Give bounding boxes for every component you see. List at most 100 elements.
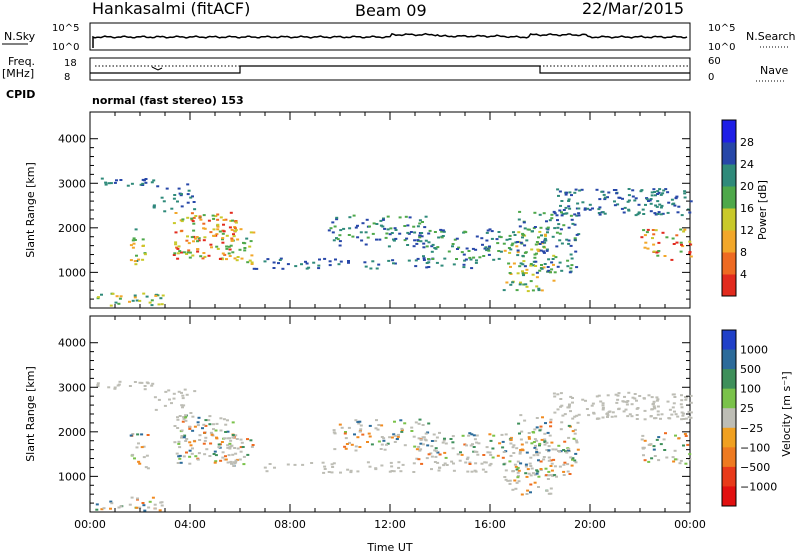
- echo-cell: [181, 397, 185, 400]
- echo-cell: [397, 461, 401, 464]
- echo-cell: [558, 209, 562, 212]
- echo-cell: [574, 461, 578, 464]
- echo-cell: [508, 238, 512, 241]
- colorbar-segment: [722, 164, 736, 187]
- echo-cell: [368, 424, 372, 427]
- echo-cell: [523, 265, 527, 268]
- echo-cell: [192, 201, 196, 203]
- echo-cell: [158, 509, 162, 512]
- echo-cell: [660, 413, 664, 416]
- echo-cell: [535, 439, 539, 442]
- echo-cell: [202, 214, 206, 217]
- colorbar-segment: [722, 274, 736, 297]
- echo-cell: [365, 218, 369, 221]
- echo-cell: [159, 297, 163, 300]
- echo-cell: [228, 255, 232, 257]
- echo-cell: [518, 432, 521, 435]
- echo-cell: [422, 246, 426, 249]
- freq-series-line: [90, 65, 690, 74]
- echo-cell: [574, 452, 578, 455]
- echo-cell: [107, 386, 111, 389]
- echo-cell: [412, 471, 416, 473]
- echo-cell: [535, 469, 539, 472]
- echo-cell: [279, 257, 283, 260]
- echo-cell: [663, 255, 667, 257]
- echo-cell: [95, 503, 99, 506]
- x-tick-label: 20:00: [574, 518, 606, 531]
- echo-cell: [197, 416, 201, 419]
- echo-cell: [128, 385, 132, 387]
- echo-cell: [145, 295, 149, 298]
- echo-cell: [551, 258, 555, 260]
- echo-cell: [565, 191, 569, 194]
- echo-cell: [488, 245, 491, 248]
- echo-cell: [553, 395, 557, 398]
- echo-cell: [133, 294, 137, 297]
- echo-cell: [425, 245, 429, 248]
- echo-cell: [430, 445, 434, 448]
- echo-cell: [652, 405, 656, 408]
- nsky-top-tick-right: 10^5: [708, 23, 735, 34]
- echo-cell: [627, 188, 631, 190]
- echo-cell: [461, 434, 465, 437]
- echo-cell: [480, 237, 484, 240]
- echo-cell: [642, 397, 646, 400]
- echo-cell: [547, 456, 551, 459]
- echo-cell: [333, 448, 337, 451]
- echo-cell: [360, 239, 364, 242]
- echo-cell: [518, 283, 522, 286]
- echo-cell: [221, 232, 225, 235]
- echo-cell: [382, 437, 386, 440]
- echo-cell: [160, 501, 164, 504]
- echo-cell: [165, 187, 169, 190]
- echo-cell: [366, 236, 370, 239]
- echo-cell: [496, 454, 500, 457]
- echo-cell: [539, 226, 543, 229]
- echo-cell: [559, 204, 562, 207]
- echo-cell: [242, 463, 246, 466]
- echo-cell: [393, 434, 397, 437]
- echo-cell: [410, 430, 414, 432]
- echo-cell: [517, 480, 521, 483]
- y-tick-label: 1000: [58, 470, 86, 483]
- echo-cell: [641, 208, 645, 211]
- echo-cell: [540, 438, 544, 441]
- echo-cell: [100, 177, 104, 180]
- echo-cell: [464, 258, 468, 261]
- echo-cell: [327, 229, 331, 232]
- echo-cell: [335, 218, 339, 221]
- echo-cell: [525, 493, 529, 495]
- echo-cell: [339, 229, 343, 232]
- echo-cell: [551, 235, 555, 238]
- echo-cell: [679, 250, 683, 253]
- echo-cell: [228, 447, 232, 450]
- echo-cell: [560, 421, 564, 424]
- echo-cell: [598, 213, 602, 216]
- echo-cell: [650, 457, 654, 460]
- echo-cell: [463, 443, 467, 446]
- echo-cell: [470, 470, 474, 473]
- echo-cell: [689, 200, 693, 203]
- echo-cell: [468, 432, 472, 435]
- echo-cell: [175, 246, 179, 249]
- echo-cell: [576, 448, 580, 451]
- echo-cell: [568, 403, 571, 406]
- echo-cell: [450, 460, 454, 463]
- echo-cell: [627, 199, 631, 202]
- echo-cell: [506, 479, 510, 482]
- echo-cell: [535, 472, 539, 475]
- echo-cell: [186, 183, 190, 186]
- echo-cell: [323, 468, 327, 470]
- echo-cell: [152, 179, 156, 182]
- echo-cell: [117, 506, 121, 509]
- echo-cell: [521, 263, 525, 266]
- echo-cell: [682, 444, 685, 447]
- echo-cell: [559, 428, 563, 431]
- echo-cell: [226, 430, 230, 433]
- echo-cell: [153, 503, 157, 506]
- cpid-text: normal (fast stereo) 153: [92, 94, 244, 107]
- echo-cell: [531, 230, 534, 233]
- echo-cell: [571, 222, 575, 225]
- echo-cell: [630, 403, 634, 406]
- echo-cell: [550, 441, 554, 444]
